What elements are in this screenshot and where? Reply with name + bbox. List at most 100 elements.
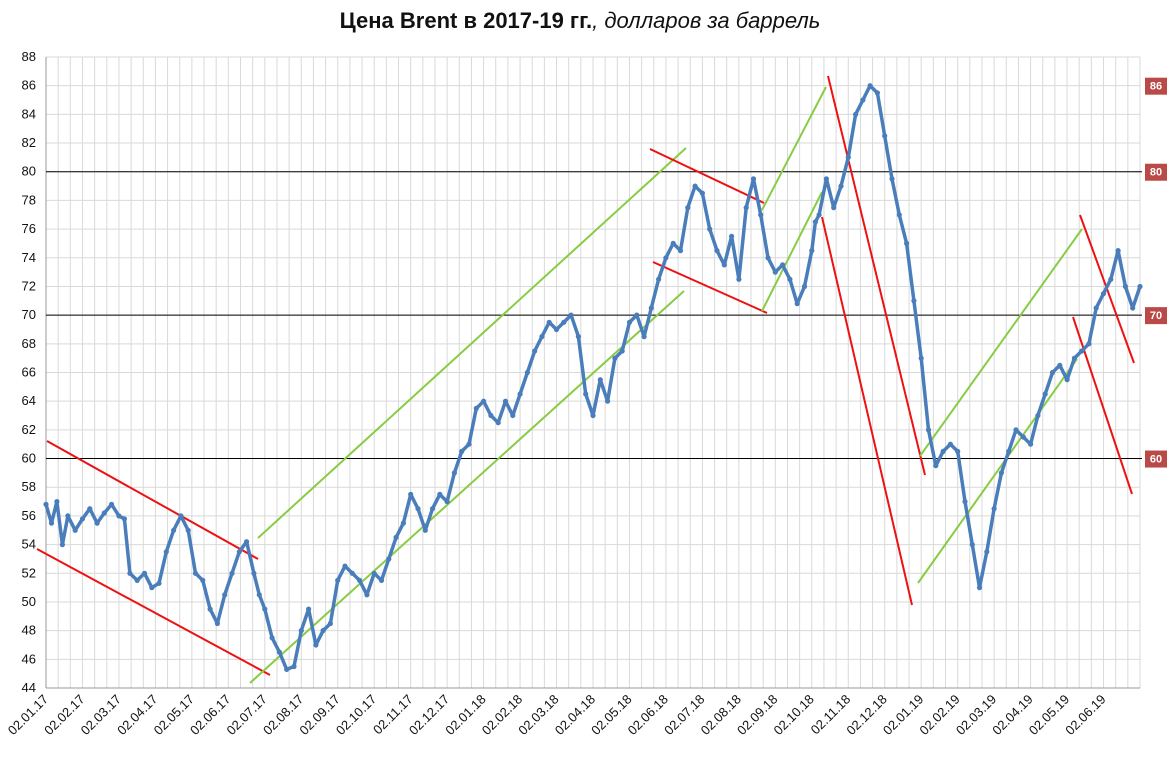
price-point (889, 176, 895, 182)
price-point (962, 499, 968, 505)
level-marker-label: 80 (1150, 167, 1162, 179)
price-point (524, 369, 531, 376)
price-point (612, 355, 618, 361)
price-point (758, 212, 764, 218)
price-point (794, 301, 800, 307)
price-point (539, 334, 545, 340)
price-point (984, 549, 990, 555)
price-point (772, 269, 778, 275)
price-point (736, 276, 742, 282)
price-point (214, 620, 220, 627)
price-point (171, 527, 177, 533)
price-point (896, 212, 902, 218)
price-point (853, 111, 859, 117)
price-point (976, 585, 983, 591)
price-point (882, 133, 888, 139)
price-point (1020, 434, 1026, 440)
price-point (590, 412, 596, 419)
price-point (313, 642, 319, 648)
price-point (466, 441, 472, 447)
trend-line (1072, 316, 1133, 495)
y-tick-label: 64 (22, 393, 36, 408)
y-tick-label: 60 (22, 451, 36, 466)
trend-line (249, 290, 685, 684)
price-point (904, 240, 910, 246)
y-tick-label: 84 (22, 106, 36, 121)
price-series (43, 83, 1143, 673)
price-point (437, 491, 443, 497)
price-point (641, 334, 647, 340)
price-point (393, 534, 399, 541)
price-point (1079, 348, 1085, 354)
price-point (1086, 341, 1092, 347)
price-point (400, 520, 406, 526)
price-point (707, 226, 713, 232)
price-point (692, 183, 698, 189)
price-point (677, 248, 684, 254)
y-tick-label: 70 (22, 307, 36, 322)
price-point (656, 276, 662, 282)
price-point (532, 348, 538, 354)
chart-title-main: Цена Brent в 2017-19 гг. (339, 8, 593, 33)
y-tick-label: 46 (22, 651, 36, 666)
price-point (605, 398, 611, 404)
price-point (109, 501, 115, 507)
price-point (867, 83, 873, 89)
level-marker-box (1145, 163, 1167, 181)
price-point (1108, 276, 1114, 282)
price-point (349, 570, 355, 576)
price-point (787, 276, 793, 282)
price-point (648, 305, 654, 311)
price-point (262, 606, 268, 612)
trend-line (821, 216, 913, 606)
price-point (236, 549, 242, 555)
price-point (327, 620, 333, 627)
price-point (141, 570, 148, 576)
price-point (670, 240, 676, 246)
level-marker-label: 60 (1150, 454, 1162, 466)
price-point (933, 463, 939, 469)
price-point (121, 516, 127, 522)
price-point (626, 319, 633, 325)
price-point (801, 283, 808, 290)
price-point (54, 499, 60, 505)
y-tick-label: 82 (22, 135, 36, 150)
price-point (634, 312, 640, 318)
price-point (831, 205, 837, 211)
price-point (1057, 362, 1063, 368)
price-point (780, 262, 786, 268)
y-tick-label: 72 (22, 278, 36, 293)
price-point (229, 570, 235, 576)
trend-line (649, 148, 765, 204)
price-point (1035, 412, 1041, 419)
y-tick-label: 68 (22, 336, 36, 351)
price-point (1028, 441, 1034, 447)
y-axis-ticks: 44 46 48 50 52 54 56 58 60 62 64 66 68 70 72 74 76 78 80 82… (22, 49, 36, 695)
y-tick-label: 80 (22, 164, 36, 179)
trend-line (46, 440, 259, 560)
trend-line (36, 548, 271, 676)
level-markers: 86 80 70 60 (1145, 77, 1167, 468)
price-point (955, 448, 961, 454)
price-point (422, 527, 428, 533)
price-point (43, 501, 49, 507)
y-tick-label: 66 (22, 365, 36, 380)
price-point (371, 570, 377, 576)
price-point (298, 628, 304, 634)
price-point (444, 499, 450, 505)
price-point (918, 355, 924, 361)
price-point (408, 491, 414, 497)
price-point (1130, 305, 1136, 311)
trend-line (652, 261, 768, 314)
y-tick-label: 56 (22, 508, 36, 523)
price-point (127, 570, 133, 576)
price-point (320, 628, 326, 634)
price-point (860, 97, 866, 103)
price-point (364, 592, 370, 598)
price-point (48, 520, 55, 526)
y-tick-label: 48 (22, 623, 36, 638)
price-point (991, 506, 997, 512)
price-point (415, 506, 421, 512)
price-point (1100, 291, 1107, 297)
